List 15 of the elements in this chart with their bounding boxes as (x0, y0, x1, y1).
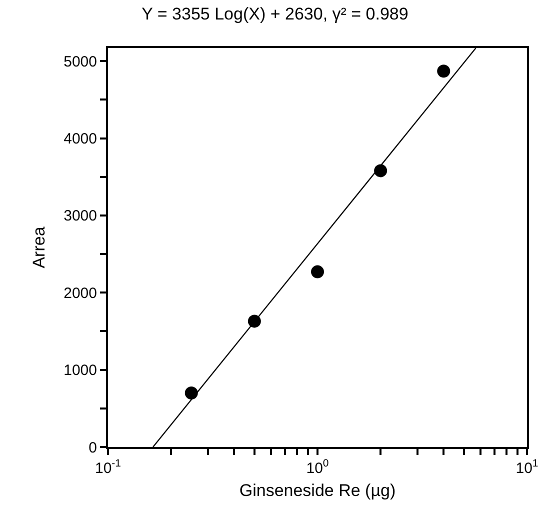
y-tick-label: 4000 (64, 130, 97, 148)
x-tick-label: 10$^{-1}$ (94, 458, 122, 477)
x-axis-title: Ginseneside Re (µg) (239, 480, 396, 500)
y-tick-label: 2000 (64, 284, 97, 302)
y-tick-label: 0 (88, 439, 97, 456)
x-tick-label: 10$^{1}$ (516, 458, 538, 477)
point (311, 265, 324, 278)
y-tick-label: 3000 (64, 208, 97, 225)
x-tick-label: 10$^{0}$ (306, 458, 329, 477)
point (437, 64, 450, 78)
chart-title: Y = 3355 Log(X) + 2630, γ² = 0.989 (142, 4, 408, 24)
y-tick-label: 1000 (64, 362, 97, 380)
y-tick-label: 5000 (64, 53, 97, 70)
point (184, 386, 198, 400)
y-axis-title: Arrea (30, 226, 49, 268)
